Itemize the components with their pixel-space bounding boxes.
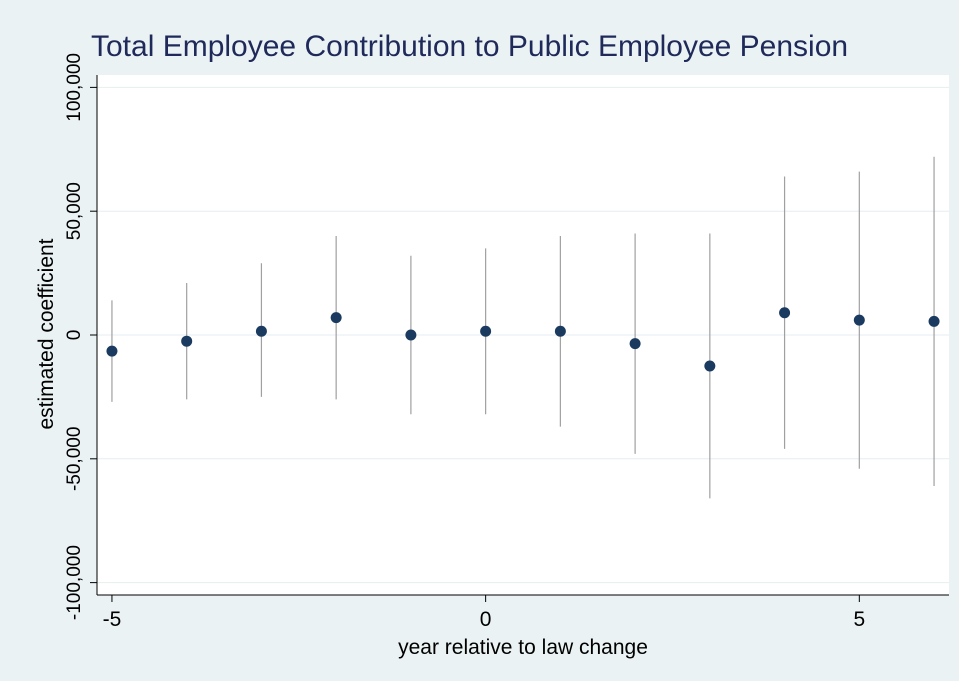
- y-axis-label: estimated coefficient: [35, 238, 58, 429]
- coefficient-point: [181, 335, 193, 347]
- y-tick-label: -50,000: [64, 427, 85, 491]
- coefficient-point: [106, 345, 118, 357]
- coefficient-point: [629, 338, 641, 350]
- x-tick-label: 5: [853, 608, 865, 631]
- coefficient-point: [704, 360, 716, 372]
- points-layer: [106, 307, 940, 372]
- coefficient-point: [480, 325, 492, 337]
- x-axis-label: year relative to law change: [398, 636, 648, 659]
- chart-title: Total Employee Contribution to Public Em…: [91, 30, 848, 63]
- y-tick-label: -100,000: [64, 545, 85, 620]
- ticks-layer: -100,000 -50,000 0 50,000 100,000 -5 0 5: [64, 53, 865, 631]
- coefficient-point: [330, 312, 342, 324]
- coefficient-point: [405, 329, 417, 341]
- y-tick-label: 50,000: [64, 182, 85, 240]
- coefficient-point: [554, 325, 566, 337]
- grid-layer: [97, 86, 949, 584]
- coefficient-point: [928, 315, 940, 327]
- y-tick-label: 100,000: [64, 53, 85, 122]
- coefficient-point: [255, 325, 267, 337]
- y-tick-label: 0: [64, 330, 85, 341]
- coefficient-point: [779, 307, 791, 319]
- x-tick-label: -5: [103, 608, 122, 631]
- x-tick-label: 0: [480, 608, 492, 631]
- coefficient-point: [853, 314, 865, 326]
